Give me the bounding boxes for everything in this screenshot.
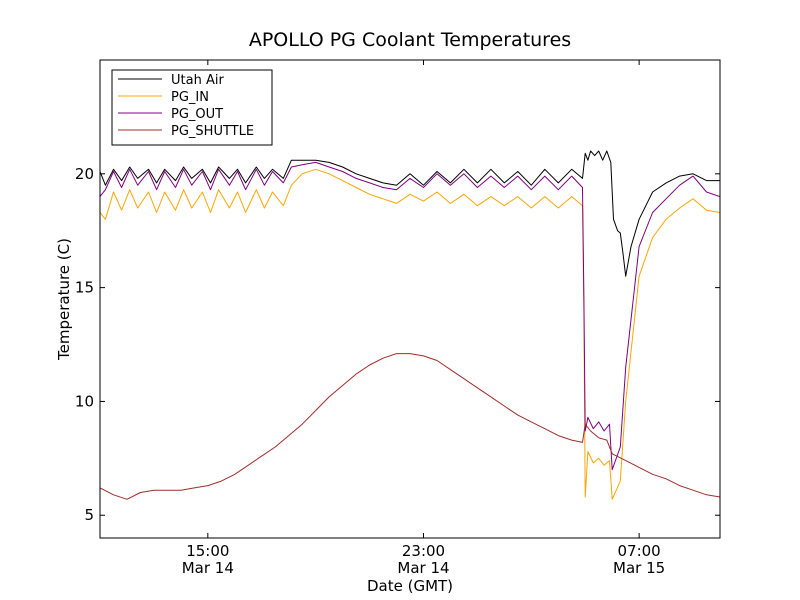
legend: Utah Air PG_IN PG_OUT PG_SHUTTLE (111, 69, 273, 146)
x-axis-label: Date (GMT) (367, 577, 453, 595)
y-tick-label: 15 (75, 279, 94, 297)
plot-frame (99, 59, 721, 539)
x-tick-label-time: 07:00 (618, 542, 661, 560)
x-tick-label-date: Mar 14 (397, 559, 449, 577)
y-tick-label: 20 (75, 165, 94, 183)
x-tick-label-time: 23:00 (402, 542, 445, 560)
series-line-pg-in (100, 168, 720, 500)
series-line-pg-shuttle (100, 353, 720, 500)
y-axis-label: Temperature (C) (55, 238, 73, 361)
y-tick-label: 5 (84, 506, 94, 524)
legend-label-pg-out: PG_OUT (171, 107, 223, 122)
x-tick-label-time: 15:00 (186, 542, 229, 560)
legend-label-utah-air: Utah Air (171, 73, 224, 88)
y-tick-label: 10 (75, 392, 94, 410)
legend-label-pg-in: PG_IN (171, 90, 209, 105)
series-line-pg-out (100, 161, 720, 471)
series-line-utah-air (100, 150, 720, 277)
legend-label-pg-shuttle: PG_SHUTTLE (171, 124, 254, 139)
series-layer (100, 150, 720, 500)
x-tick-label-date: Mar 15 (613, 559, 665, 577)
legend-frame (111, 69, 273, 146)
chart-title: APOLLO PG Coolant Temperatures (249, 29, 571, 51)
x-tick-label-date: Mar 14 (182, 559, 234, 577)
